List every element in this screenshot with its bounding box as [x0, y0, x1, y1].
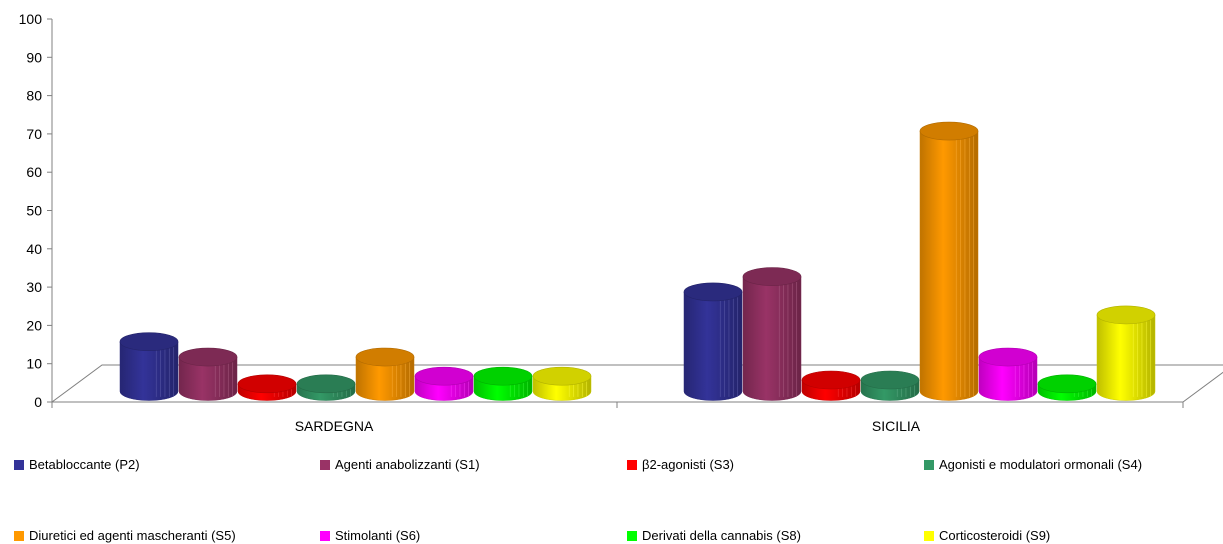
bar	[296, 374, 356, 401]
bar-top	[119, 332, 179, 352]
category-label: SARDEGNA	[295, 418, 374, 434]
bar-top	[355, 347, 415, 367]
bar-top	[1037, 374, 1097, 394]
bar-body	[683, 291, 743, 401]
bar	[532, 366, 592, 401]
bar	[119, 332, 179, 401]
bar-top	[978, 347, 1038, 367]
bar	[978, 347, 1038, 401]
bar	[473, 366, 533, 401]
bar	[237, 374, 297, 401]
bar-body	[355, 356, 415, 401]
y-tick-label: 50	[26, 203, 42, 219]
y-tick-label: 60	[26, 164, 42, 180]
y-tick-label: 20	[26, 317, 42, 333]
bar	[1037, 374, 1097, 401]
y-tick-label: 30	[26, 279, 42, 295]
bar	[414, 366, 474, 401]
bar	[919, 121, 979, 401]
y-tick-label: 100	[19, 11, 43, 27]
bar	[801, 370, 861, 401]
bar	[860, 370, 920, 401]
bar-top	[178, 347, 238, 367]
bar-top	[296, 374, 356, 394]
bar-body	[1096, 314, 1156, 401]
bar-top	[801, 370, 861, 390]
y-axis-ticks: 0 10 20 30 40 50 60 70 80 90 100	[19, 11, 52, 410]
y-tick-label: 80	[26, 88, 42, 104]
bar	[683, 282, 743, 401]
bar	[742, 267, 802, 401]
bar-body	[742, 276, 802, 401]
bar-top	[414, 366, 474, 386]
y-tick-label: 10	[26, 356, 42, 372]
bar-top	[919, 121, 979, 141]
category-labels: SARDEGNA SICILIA	[295, 418, 921, 434]
bar	[1096, 305, 1156, 401]
y-tick-label: 90	[26, 49, 42, 65]
bar-body	[178, 356, 238, 401]
chart-axes	[50, 19, 1223, 408]
bar	[355, 347, 415, 401]
bar-top	[683, 282, 743, 302]
bar-top	[860, 370, 920, 390]
bar	[178, 347, 238, 401]
bar-top	[1096, 305, 1156, 325]
bar-body	[919, 130, 979, 401]
y-tick-label: 0	[34, 394, 42, 410]
bar-series	[119, 121, 1156, 401]
category-label: SICILIA	[872, 418, 921, 434]
y-tick-label: 70	[26, 126, 42, 142]
bar-body	[119, 341, 179, 401]
bar-top	[532, 366, 592, 386]
bar-top	[742, 267, 802, 286]
bar-top	[237, 374, 297, 394]
chart-floor	[50, 364, 1223, 403]
bar-top	[473, 366, 533, 386]
y-tick-label: 40	[26, 241, 42, 257]
bar-body	[978, 356, 1038, 401]
